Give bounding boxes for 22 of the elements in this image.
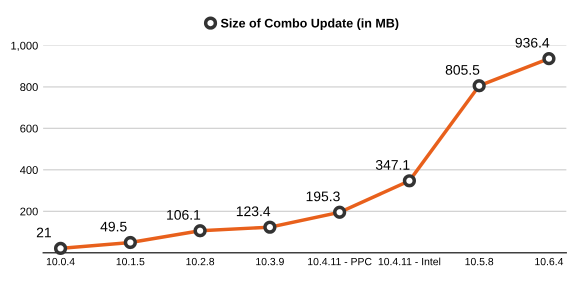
y-tick-label: 800 <box>20 83 38 92</box>
data-label: 347.1 <box>376 160 410 170</box>
y-tick-label: 1,000 <box>11 42 38 51</box>
data-label: 106.1 <box>167 210 200 220</box>
x-tick-label: 10.0.4 <box>46 258 75 266</box>
y-tick-label: 600 <box>20 124 38 133</box>
x-tick-label: 10.5.8 <box>465 258 494 266</box>
x-tick-label: 10.4.11 - Intel <box>378 258 440 266</box>
x-tick-label: 10.6.4 <box>535 258 564 266</box>
y-tick-label: 400 <box>20 166 38 174</box>
x-tick-label: 10.2.8 <box>186 258 214 266</box>
x-tick-label: 10.3.9 <box>256 258 284 266</box>
legend-label: Size of Combo Update (in MB) <box>220 18 398 30</box>
data-label: 123.4 <box>236 206 270 216</box>
y-tick-label: 200 <box>20 208 38 216</box>
data-label: 49.5 <box>100 222 127 232</box>
data-label: 936.4 <box>516 38 550 48</box>
x-tick-label: 10.1.5 <box>116 258 144 266</box>
data-label: 805.5 <box>446 64 480 75</box>
data-label: 195.3 <box>306 191 340 202</box>
x-tick-label: 10.4.11 - PPC <box>308 258 372 266</box>
data-label: 21 <box>36 228 51 238</box>
